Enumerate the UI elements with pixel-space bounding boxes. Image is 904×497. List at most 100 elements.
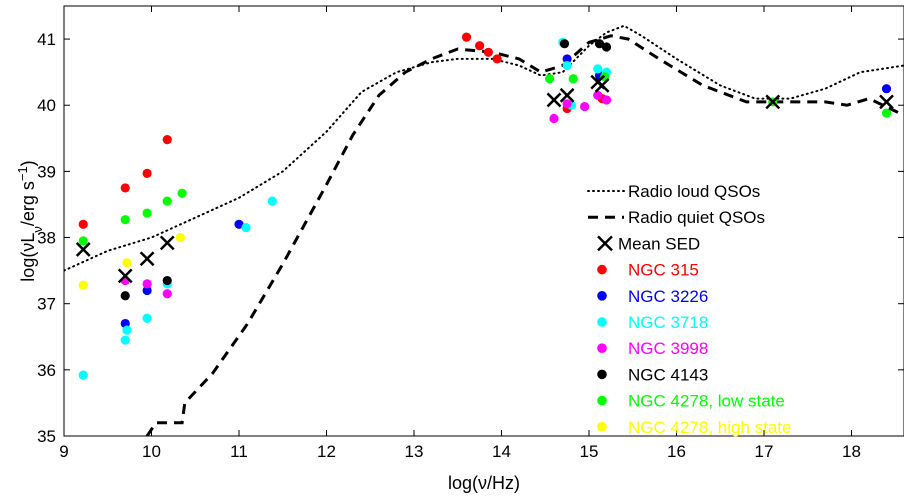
point-ngc-3226	[142, 285, 152, 296]
marker-mean-sed	[879, 94, 894, 110]
legend-item-ngc-3718: NGC 3718	[597, 313, 708, 332]
point-ngc-3718	[122, 325, 132, 335]
marker-mean-sed	[559, 87, 575, 103]
point-ngc-4143	[601, 42, 612, 52]
marker-mean-sed	[159, 235, 175, 251]
legend-item-radio-quiet-qsos: Radio quiet QSOs	[588, 208, 765, 227]
point-ngc-4278-high-state	[175, 232, 185, 243]
marker-mean-sed	[765, 94, 781, 110]
sed-lines	[64, 24, 904, 436]
point-ngc-3718	[120, 335, 130, 345]
point-ngc-4143	[162, 275, 172, 286]
legend-item-ngc-3998: NGC 3998	[597, 339, 708, 358]
y-axis-label: log(νLν/erg s−1)	[15, 160, 45, 281]
point-ngc-3998	[562, 99, 572, 109]
plot-frame	[63, 5, 904, 437]
marker-mean-sed	[139, 251, 155, 267]
legend-label: NGC 4278, high state	[628, 418, 791, 437]
marker-mean-sed	[117, 268, 133, 284]
legend-label: NGC 3998	[628, 339, 708, 358]
line-radio-quiet-qsos	[145, 34, 904, 436]
x-tick-label: 13	[405, 442, 424, 461]
point-ngc-3998	[601, 95, 612, 105]
point-ngc-4278-low-state	[177, 188, 187, 198]
legend-swatch	[597, 317, 607, 327]
line-radio-loud-qsos	[64, 24, 904, 272]
point-ngc-3998	[593, 90, 603, 100]
y-tick-label: 41	[37, 30, 56, 49]
point-ngc-4143	[594, 39, 605, 49]
legend-label: Radio loud QSOs	[628, 182, 760, 201]
legend-label: Mean SED	[618, 234, 700, 253]
point-ngc-3718	[562, 60, 572, 71]
y-tick-label: 38	[37, 229, 56, 248]
x-tick-label: 10	[142, 442, 161, 461]
point-ngc-4143	[120, 291, 130, 301]
legend-item-ngc-4278-low-state: NGC 4278, low state	[597, 392, 785, 411]
point-ngc-4278-low-state	[568, 74, 578, 84]
legend-swatch	[597, 343, 607, 354]
legend-item-mean-sed: Mean SED	[597, 234, 700, 253]
point-ngc-4278-low-state	[162, 196, 172, 206]
point-ngc-4278-high-state	[122, 258, 132, 268]
point-ngc-3226	[234, 219, 244, 229]
point-ngc-4143	[559, 39, 570, 49]
legend-label: NGC 4278, low state	[628, 392, 785, 411]
legend-swatch	[597, 369, 607, 380]
point-ngc-3998	[162, 289, 172, 299]
x-tick-label: 12	[317, 442, 336, 461]
point-ngc-3226	[881, 84, 892, 94]
point-ngc-3718	[142, 313, 152, 323]
y-axis-ticks: 35 36 37 38 39 40 41	[37, 30, 904, 446]
legend-item-ngc-3226: NGC 3226	[597, 287, 708, 306]
point-ngc-315	[142, 168, 152, 178]
legend-item-radio-loud-qsos: Radio loud QSOs	[587, 182, 760, 201]
legend-swatch	[597, 235, 613, 252]
point-ngc-4278-low-state	[120, 215, 130, 225]
point-ngc-4278-high-state	[78, 280, 88, 290]
legend-swatch	[597, 395, 607, 406]
point-ngc-315	[162, 135, 172, 145]
point-ngc-3718	[78, 370, 88, 380]
data-points	[75, 32, 894, 380]
x-tick-label: 11	[230, 442, 248, 461]
point-ngc-4278-low-state	[881, 108, 892, 118]
legend: Radio loud QSOs Radio quiet QSOs Mean SED N…	[587, 182, 791, 437]
y-tick-label: 36	[37, 361, 56, 380]
point-ngc-4278-low-state	[142, 208, 152, 218]
legend-swatch	[597, 291, 607, 301]
x-axis-ticks: 9 10 11 12 13 14 15 16 17 18	[59, 6, 861, 461]
point-ngc-315	[78, 219, 88, 229]
legend-item-ngc-4278-high-state: NGC 4278, high state	[597, 418, 791, 437]
marker-mean-sed	[546, 92, 562, 108]
point-ngc-3998	[142, 279, 152, 289]
point-ngc-4278-low-state	[545, 74, 555, 84]
point-ngc-4278-low-state	[78, 236, 88, 246]
point-ngc-3718	[267, 196, 277, 206]
point-ngc-3718	[593, 64, 603, 74]
marker-mean-sed	[594, 78, 610, 93]
point-ngc-315	[461, 32, 472, 42]
x-tick-label: 14	[492, 442, 511, 461]
y-tick-label: 37	[37, 295, 56, 314]
x-tick-label: 15	[580, 442, 599, 461]
legend-label: NGC 3226	[628, 287, 708, 306]
y-tick-label: 39	[37, 162, 56, 181]
legend-item-ngc-4143: NGC 4143	[597, 365, 708, 384]
marker-mean-sed	[75, 242, 91, 257]
y-tick-label: 40	[37, 96, 56, 115]
point-ngc-315	[483, 47, 493, 57]
point-ngc-315	[492, 54, 502, 64]
legend-swatch	[597, 422, 607, 432]
point-ngc-3226	[562, 54, 572, 64]
x-tick-label: 16	[667, 442, 686, 461]
legend-label: NGC 4143	[628, 365, 708, 384]
x-tick-label: 9	[59, 442, 68, 461]
legend-item-ngc-315: NGC 315	[597, 261, 699, 280]
legend-label: NGC 3718	[628, 313, 708, 332]
x-tick-label: 18	[842, 442, 861, 461]
point-ngc-315	[475, 41, 485, 51]
legend-label: Radio quiet QSOs	[628, 208, 765, 227]
